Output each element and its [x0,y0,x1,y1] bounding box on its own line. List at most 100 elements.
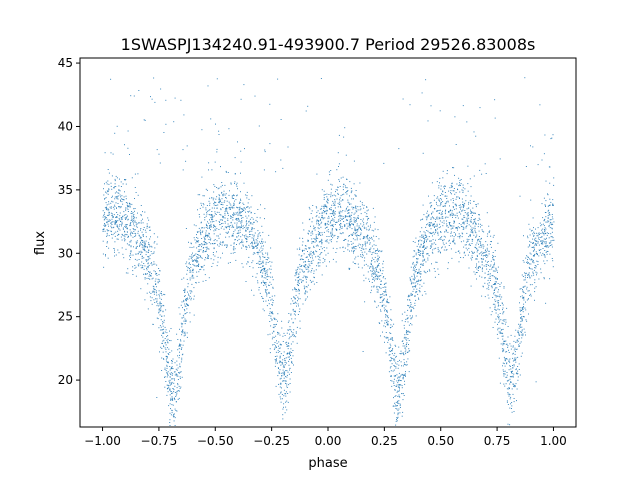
data-point [355,220,357,222]
data-point [207,257,209,259]
data-point [522,260,524,262]
data-point [514,335,516,337]
data-point [230,221,232,223]
data-point [541,254,543,256]
data-point [383,336,385,338]
data-point [148,226,150,228]
data-point [340,195,342,197]
data-point [459,204,461,206]
data-point [408,348,410,350]
data-point [378,272,380,273]
data-point [351,250,353,252]
data-point [518,338,520,340]
data-point [394,365,396,367]
data-point [210,223,212,225]
data-point [206,248,208,250]
data-point [309,261,311,262]
data-point [261,242,263,244]
data-point [338,215,340,217]
data-point [551,214,553,215]
data-point [238,232,240,234]
data-point [120,236,122,238]
data-point [489,265,491,267]
data-point [376,265,378,267]
data-point [240,222,242,224]
data-point [478,246,480,248]
data-point [468,244,470,246]
data-point [512,376,514,378]
data-point [467,190,469,192]
data-point [184,310,186,312]
data-point [441,212,443,214]
data-point [510,371,512,373]
data-point [213,233,215,235]
data-point [265,261,267,263]
data-point [546,253,548,255]
data-point [185,299,186,301]
data-point [148,278,150,279]
data-point [154,241,156,243]
data-point [143,242,145,244]
data-point [350,241,352,242]
data-point [184,318,186,320]
data-point [166,336,168,338]
data-point [479,275,481,277]
data-point [292,300,294,302]
data-point [196,234,197,236]
data-point [231,235,233,237]
data-point [495,267,497,269]
data-point [314,229,316,231]
data-point [512,352,514,354]
data-point [326,205,328,207]
data-point [319,241,321,243]
data-point [352,250,354,252]
data-point [478,236,480,237]
data-point [276,358,277,360]
data-point [321,242,323,244]
data-point [188,258,190,260]
data-point [191,254,193,256]
data-point [122,215,124,217]
data-point [274,365,276,367]
data-point [218,229,220,230]
data-point [509,361,511,363]
data-point [548,245,550,247]
data-point [156,264,158,266]
data-point [453,214,455,216]
data-point [335,191,336,193]
data-point [234,182,235,184]
data-point [302,270,304,272]
data-point [104,152,106,154]
data-point [232,198,234,199]
data-point [160,298,162,300]
data-point [168,405,170,407]
data-point [491,241,492,243]
data-point [376,276,378,277]
data-point [140,228,142,229]
data-point [141,266,143,268]
data-point [316,207,318,209]
data-point [285,357,287,359]
data-point [166,364,168,366]
data-point [532,233,534,235]
data-point [114,251,115,253]
data-point [471,211,472,213]
data-point [467,212,469,214]
data-point [255,246,257,247]
data-point [146,277,148,279]
data-point [309,255,310,257]
data-point [125,214,127,216]
data-point [477,226,479,228]
data-point [193,255,195,256]
data-point [387,336,389,338]
data-point [470,209,471,211]
data-point [512,345,514,347]
data-point [250,234,252,235]
data-point [248,221,250,223]
data-point [240,191,241,193]
data-point [401,352,403,354]
data-point [443,222,445,224]
data-point [260,263,262,265]
data-point [313,253,315,255]
data-point [544,204,546,206]
